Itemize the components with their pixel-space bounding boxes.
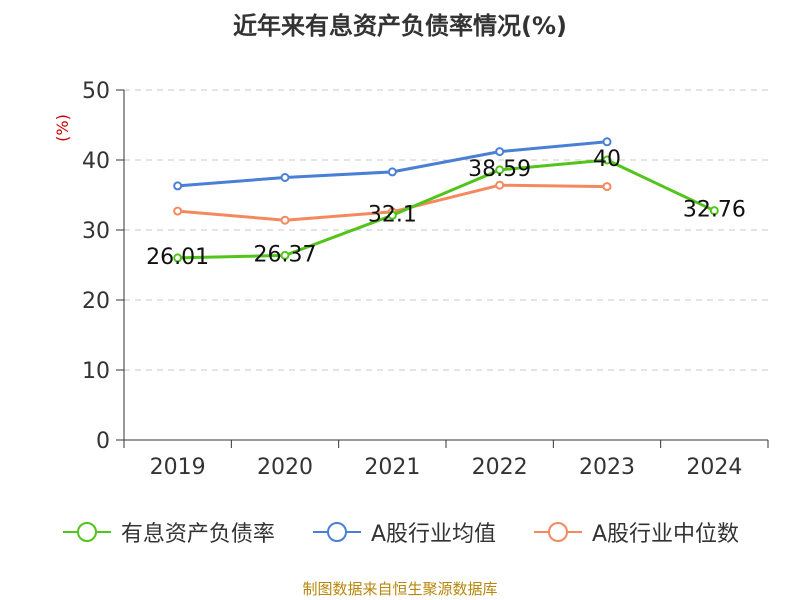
data-label: 32.1	[368, 202, 417, 227]
x-tick-label: 2021	[364, 455, 420, 480]
data-point	[602, 155, 612, 165]
data-point	[280, 215, 290, 225]
legend-line-circle-icon	[312, 522, 361, 542]
data-point	[495, 147, 505, 157]
legend-label: A股行业中位数	[592, 522, 740, 547]
legend-line-circle-icon	[62, 522, 111, 542]
y-tick-label: 10	[82, 359, 110, 384]
data-point	[495, 180, 505, 190]
chart-title: 近年来有息资产负债率情况(%)	[233, 12, 567, 40]
data-label: 38.59	[468, 157, 531, 182]
y-tick-label: 40	[82, 149, 110, 174]
x-tick-label: 2023	[579, 455, 635, 480]
data-point	[602, 137, 612, 147]
x-tick-label: 2019	[150, 455, 206, 480]
data-point	[173, 181, 183, 191]
data-point	[387, 167, 397, 177]
x-tick-label: 2024	[686, 455, 742, 480]
legend: 有息资产负债率 A股行业均值 A股行业中位数	[0, 516, 800, 548]
y-axis-label: (%)	[53, 114, 72, 142]
x-tick-label: 2020	[257, 455, 313, 480]
data-point	[387, 210, 397, 220]
data-point	[495, 165, 505, 175]
data-point	[602, 182, 612, 192]
legend-item-interest-debt-ratio[interactable]: 有息资产负债率	[61, 516, 275, 548]
legend-label: A股行业均值	[370, 522, 496, 547]
y-tick-label: 30	[82, 219, 110, 244]
data-source-footer: 制图数据来自恒生聚源数据库	[302, 580, 498, 598]
data-point	[280, 250, 290, 260]
data-point	[709, 206, 719, 216]
legend-line-circle-icon	[534, 522, 582, 542]
data-label: 26.01	[146, 245, 209, 270]
data-label: 26.37	[254, 242, 317, 267]
data-label: 40	[593, 147, 621, 172]
legend-label: 有息资产负债率	[120, 522, 275, 547]
legend-item-industry-median[interactable]: A股行业中位数	[532, 516, 739, 548]
y-tick-label: 50	[82, 79, 110, 104]
data-point	[280, 173, 290, 182]
legend-item-industry-mean[interactable]: A股行业均值	[311, 516, 496, 548]
x-tick-label: 2022	[472, 455, 528, 480]
series-line-0	[177, 158, 715, 260]
data-label: 32.76	[683, 198, 746, 223]
data-point	[173, 206, 183, 216]
y-tick-label: 0	[96, 429, 110, 454]
y-tick-label: 20	[82, 289, 110, 314]
data-point	[173, 253, 183, 263]
series-line-1	[177, 140, 608, 188]
